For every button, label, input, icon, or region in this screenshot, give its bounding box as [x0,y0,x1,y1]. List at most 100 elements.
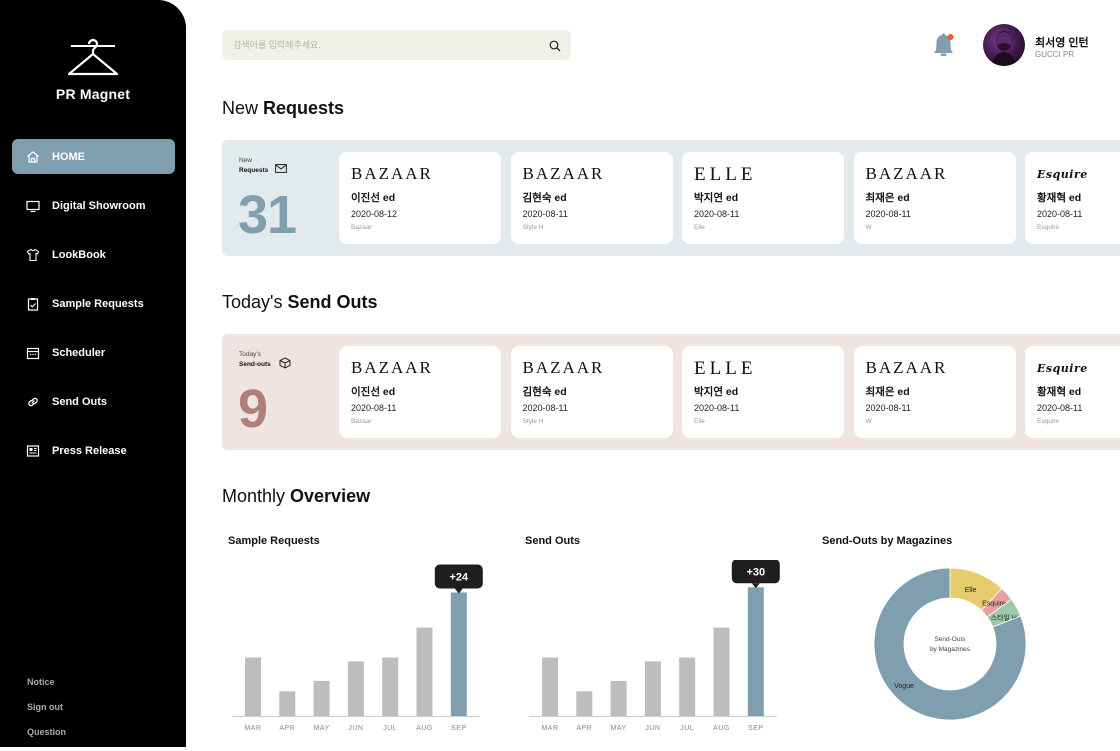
title-light: Monthly [222,486,291,506]
label-bottom: Requests [239,167,269,174]
hanger-icon [67,38,119,76]
x-tick-label: SEP [451,725,467,732]
bar-jun [644,661,661,716]
search-input[interactable] [222,30,532,60]
magazine-name: Elle [694,224,705,231]
slice-3 [873,567,1027,721]
avatar[interactable] [983,24,1025,66]
send-outs-title: Today's Send Outs [222,292,378,313]
notice-link[interactable]: Notice [27,677,55,687]
send-outs-label: Today's Send-outs [239,350,291,370]
request-date: 2020-08-11 [522,403,568,413]
magazine-logo: BAZAAR [522,358,605,377]
bar-apr [279,691,296,716]
send-outs-chart-title: Send Outs [525,535,581,547]
sidebar-item-home[interactable]: HOME [12,139,175,174]
request-card[interactable]: BAZAAR 최재은 ed 2020-08-11 W [853,346,1016,438]
link-icon [26,395,40,409]
new-requests-title: New Requests [222,98,344,119]
request-card[interactable]: Esquire 황재혁 ed 2020-08-11 Esquire [1025,346,1120,438]
magazine-name: Esquire [1037,224,1060,231]
sidebar-item-digital-showroom[interactable]: Digital Showroom [12,188,175,223]
new-requests-panel: New Requests 31 BAZAAR 이진선 ed 2020-08-12 Ba… [222,140,1120,256]
new-requests-count: 31 [238,185,297,245]
sidebar-item-sample-requests[interactable]: Sample Requests [12,286,175,321]
center-label: by Magazines [930,646,971,653]
magazine-logo: BAZAAR [865,358,948,377]
request-date: 2020-08-11 [694,403,740,413]
x-tick-label: MAR [244,725,261,732]
bar-mar [245,657,261,716]
magazine-name: W [865,224,872,231]
sidebar-item-label: Scheduler [52,346,106,359]
magazines-chart-title: Send-Outs by Magazines [822,535,953,547]
request-date: 2020-08-11 [1037,209,1083,219]
bar-sep [747,587,764,716]
sidebar-item-label: Digital Showroom [52,199,146,212]
magazine-name: W [865,418,872,425]
bar-mar [542,657,558,716]
tooltip-pointer [751,583,760,589]
send-outs-panel: Today's Send-outs 9 BAZAAR 이진선 ed 2020-08-… [222,334,1120,450]
sidebar-item-label: Send Outs [52,395,108,408]
notification-dot [947,34,954,40]
editor-name: 이진선 ed [351,386,396,398]
logo[interactable]: PR Magnet [0,38,186,102]
editor-name: 김현숙 ed [522,386,567,398]
magazine-name: Style H [522,224,544,231]
search-icon[interactable] [549,39,561,57]
monitor-icon [26,199,40,213]
highlight-tooltip [731,560,780,584]
clipboard-icon [26,297,40,311]
magazine-name: Esquire [1037,418,1060,425]
new-requests-label: New Requests [239,156,287,176]
sidebar-item-lookbook[interactable]: LookBook [12,237,175,272]
sign-out-link[interactable]: Sign out [27,702,63,712]
notification-bell-icon[interactable] [930,32,956,63]
request-card[interactable]: BAZAAR 이진선 ed 2020-08-12 Bazaar [339,152,501,244]
request-card[interactable]: BAZAAR 최재은 ed 2020-08-11 W [853,152,1016,244]
user-role: GUCCI PR [1035,50,1075,59]
request-card[interactable]: ELLE 박지연 ed 2020-08-11 Elle [682,152,844,244]
request-date: 2020-08-11 [1037,403,1083,413]
sidebar-item-label: HOME [52,150,85,163]
calendar-icon [26,346,40,360]
request-card[interactable]: Esquire 황재혁 ed 2020-08-11 Esquire [1025,152,1120,244]
request-card[interactable]: BAZAAR 김현숙 ed 2020-08-11 Style H [510,346,673,438]
x-tick-label: APR [576,725,592,732]
sidebar-item-press-release[interactable]: Press Release [12,433,175,468]
bar-may [610,680,627,716]
request-card[interactable]: ELLE 박지연 ed 2020-08-11 Elle [682,346,844,438]
request-card[interactable]: BAZAAR 이진선 ed 2020-08-11 Bazaar [339,346,501,438]
user-name: 최서영 인턴 [1035,37,1089,49]
x-tick-label: JUN [645,725,660,732]
x-tick-label: MAY [611,725,627,732]
editor-name: 박지연 ed [694,192,739,204]
bar-apr [576,691,593,716]
tooltip-pointer [454,588,463,594]
logo-text: PR Magnet [55,86,131,102]
editor-name: 박지연 ed [694,386,739,398]
slice-label: Vogue [894,683,914,690]
title-bold: Requests [263,98,345,118]
sidebar-item-send-outs[interactable]: Send Outs [12,384,175,419]
sample-requests-chart: MAR APR MAY JUN JUL AUG SEP +24 [232,564,483,732]
request-date: 2020-08-12 [351,209,398,219]
sidebar-item-scheduler[interactable]: Scheduler [12,335,175,370]
sidebar-item-label: Press Release [52,444,127,457]
shirt-icon [26,248,40,262]
bar-aug [416,627,433,716]
request-card[interactable]: BAZAAR 김현숙 ed 2020-08-11 Style H [510,152,673,244]
bar-jul [679,657,696,716]
sidebar-item-label: LookBook [52,248,106,261]
sidebar: PR Magnet HOME Digital Showroom LookBook… [0,0,186,747]
magazine-logo: ELLE [694,164,757,185]
send-outs-count: 9 [238,379,268,439]
editor-name: 이진선 ed [351,192,396,204]
envelope-icon [275,164,287,177]
request-date: 2020-08-11 [351,403,397,413]
question-link[interactable]: Question [27,727,67,737]
bar-jun [347,661,364,716]
sidebar-nav: HOME Digital Showroom LookBook Sample Re… [12,139,175,482]
magazine-name: Bazaar [351,224,372,231]
